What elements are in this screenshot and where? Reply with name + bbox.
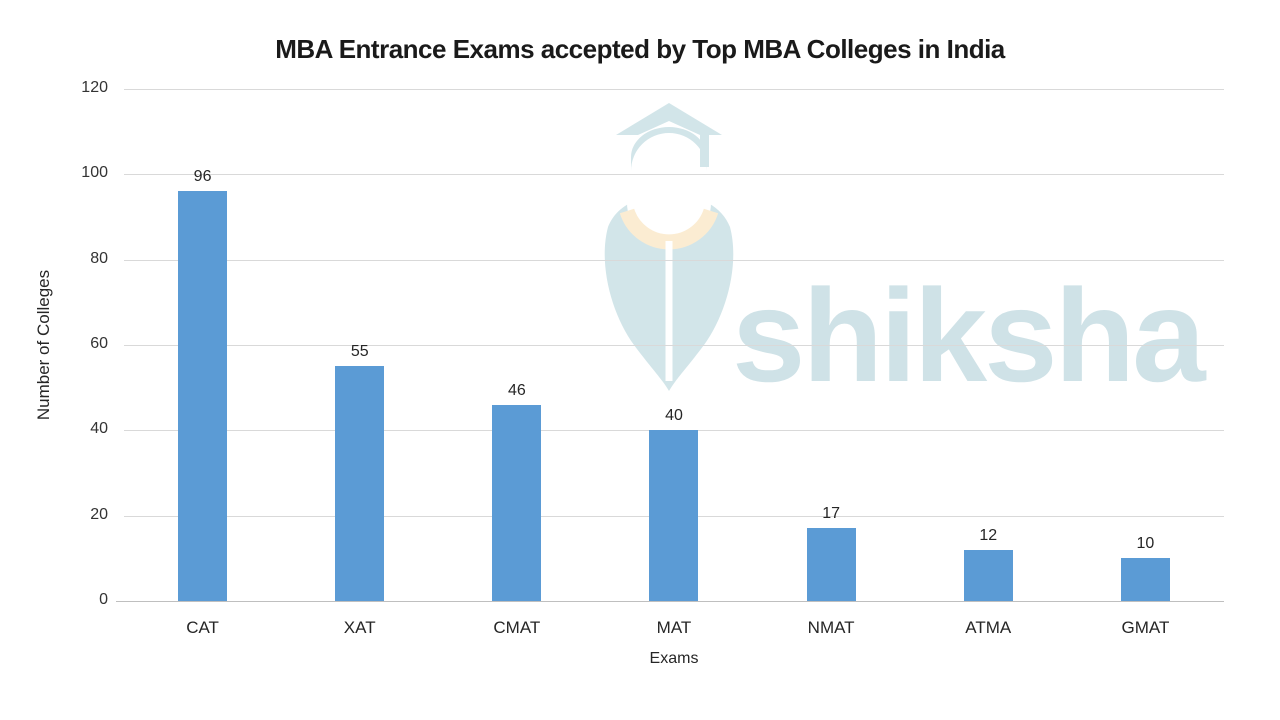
bar-cmat: [492, 404, 542, 601]
bar-nmat: [806, 528, 856, 601]
bar-slot-nmat: 17: [753, 89, 910, 601]
x-axis-line: [116, 601, 1224, 602]
bar-cat: [178, 191, 228, 601]
gridline: [124, 89, 1224, 90]
bar-value-label: 55: [350, 343, 369, 361]
bar-value-label: 17: [822, 505, 841, 523]
bar-value-label: 12: [979, 526, 998, 544]
y-tick-label: 120: [81, 79, 108, 96]
bar-value-label: 46: [507, 381, 526, 399]
bar-value-label: 96: [193, 168, 212, 186]
y-tick-label: 40: [90, 420, 108, 438]
y-tick-label: 80: [90, 249, 108, 267]
bar-slot-gmat: 10: [1067, 89, 1224, 601]
x-category-label-cmat: CMAT: [493, 618, 541, 637]
y-tick-label: 0: [99, 591, 108, 608]
bar-value-label: 40: [665, 407, 683, 425]
bar-xat: [335, 366, 385, 601]
x-axis-title: Exams: [649, 650, 699, 667]
y-tick-label: 100: [81, 164, 108, 182]
x-category-label-mat: MAT: [656, 618, 692, 637]
bar-slot-cat: 96: [124, 89, 281, 601]
chart-title: MBA Entrance Exams accepted by Top MBA C…: [275, 34, 1005, 64]
x-category-label-xat: XAT: [343, 618, 376, 637]
bar-value-label: 10: [1136, 535, 1155, 553]
x-category-label-cat: CAT: [186, 618, 219, 637]
bar-slot-atma: 12: [910, 89, 1067, 601]
bar-slot-xat: 55: [281, 89, 438, 601]
bar-gmat: [1120, 558, 1170, 601]
bars-container: 96 55 46 40 17 12 10: [124, 89, 1224, 601]
x-category-label-nmat: NMAT: [807, 618, 855, 637]
bar-slot-mat: 40: [595, 89, 752, 601]
bar-mat: [649, 430, 699, 601]
x-category-label-atma: ATMA: [965, 618, 1012, 637]
x-category-label-gmat: GMAT: [1121, 618, 1170, 637]
bar-atma: [963, 549, 1013, 601]
bar-slot-cmat: 46: [438, 89, 595, 601]
plot-area: shiksha 96 55 46 40 17 12 10: [116, 89, 1224, 602]
x-axis-category-labels: CAT XAT CMAT MAT NMAT ATMA GMAT: [124, 618, 1224, 638]
y-tick-label: 60: [90, 335, 108, 352]
y-tick-label: 20: [90, 505, 108, 523]
